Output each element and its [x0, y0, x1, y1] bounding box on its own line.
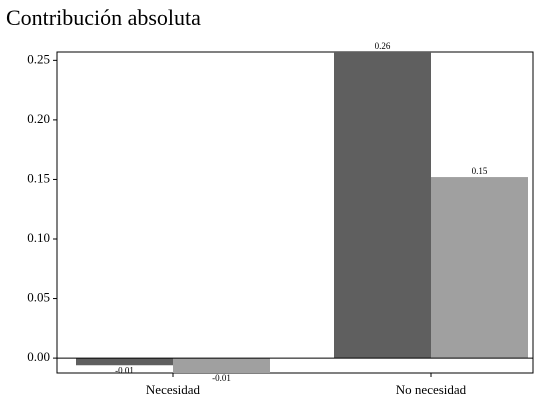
x-tick-label: No necesidad: [396, 382, 467, 397]
chart-title: Contribución absoluta: [6, 5, 201, 30]
value-label: 0.26: [375, 41, 391, 51]
value-label: -0.01: [212, 373, 231, 383]
value-label: -0.01: [115, 365, 134, 375]
y-tick-label: 0.05: [27, 290, 50, 305]
y-tick-label: 0.10: [27, 230, 50, 245]
y-tick-label: 0.15: [27, 170, 50, 185]
plot-frame: [56, 51, 534, 374]
bar: [173, 358, 270, 373]
bar: [334, 52, 431, 359]
y-tick-label: 0.00: [27, 349, 50, 364]
y-tick-label: 0.25: [27, 51, 50, 66]
y-tick-label: 0.20: [27, 111, 50, 126]
value-label: 0.15: [472, 166, 488, 176]
bar: [76, 358, 173, 366]
bar: [431, 177, 528, 359]
x-tick-label: Necesidad: [146, 382, 201, 397]
